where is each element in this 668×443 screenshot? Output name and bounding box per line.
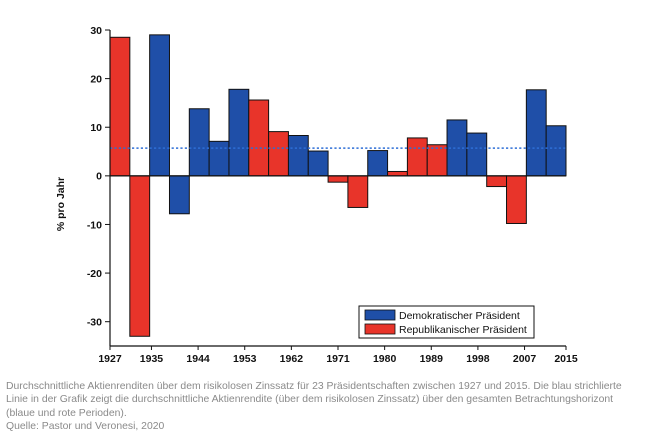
bar-23 bbox=[545, 125, 567, 177]
bar-5 bbox=[188, 108, 210, 177]
bar-4 bbox=[168, 175, 190, 215]
caption-line-3: (blaue und rote Perioden). bbox=[6, 407, 127, 419]
bar-17 bbox=[426, 144, 448, 177]
bar-11 bbox=[307, 150, 329, 177]
bar-15 bbox=[387, 170, 408, 177]
bar-6 bbox=[208, 140, 230, 177]
legend-label-rep: Republikanischer Präsident bbox=[399, 324, 527, 336]
x-tick-label: 1962 bbox=[280, 353, 304, 365]
bar-19 bbox=[466, 132, 488, 177]
x-tick-label: 1989 bbox=[420, 353, 444, 365]
y-tick-label: 30 bbox=[90, 25, 102, 37]
bar-2 bbox=[129, 175, 151, 337]
x-tick-label: 1927 bbox=[98, 353, 122, 365]
y-tick-label: -20 bbox=[87, 268, 102, 280]
x-tick-label: 1935 bbox=[140, 353, 164, 365]
y-tick-label: 0 bbox=[96, 171, 102, 183]
bar-7 bbox=[228, 88, 250, 177]
caption-source: Quelle: Pastor und Veronesi, 2020 bbox=[6, 420, 165, 432]
x-tick-label: 1971 bbox=[326, 353, 350, 365]
bar-8 bbox=[248, 99, 270, 177]
bar-chart: 30 20 10 0 -10 -20 -30 1927 1935 1944 1953 1962 1971… bbox=[55, 25, 578, 365]
y-tick-label: 20 bbox=[90, 73, 102, 85]
bar-12 bbox=[327, 175, 349, 183]
legend-label-dem: Demokratischer Präsident bbox=[399, 310, 520, 322]
bar-16 bbox=[406, 137, 428, 177]
y-tick-label: -30 bbox=[87, 316, 102, 328]
bar-20 bbox=[486, 175, 508, 188]
x-tick-label: 1944 bbox=[186, 353, 210, 365]
x-tick-label: 2015 bbox=[554, 353, 578, 365]
bar-9 bbox=[268, 131, 289, 177]
x-tick-label: 2007 bbox=[513, 353, 537, 365]
x-tick-label: 1980 bbox=[373, 353, 397, 365]
caption-line-1: Durchschnittliche Aktienrenditen über de… bbox=[6, 381, 622, 392]
bar-3 bbox=[149, 34, 170, 177]
y-tick-label: 10 bbox=[90, 122, 102, 134]
x-tick-label: 1953 bbox=[233, 353, 257, 365]
bars bbox=[109, 34, 567, 337]
y-tick-label: -10 bbox=[87, 219, 102, 231]
caption-line-2: Linie in der Grafik zeigt die durchschni… bbox=[6, 394, 614, 406]
y-axis-label: % pro Jahr bbox=[55, 177, 67, 231]
legend-swatch-rep bbox=[364, 323, 396, 335]
bar-13 bbox=[347, 175, 369, 208]
chart-caption: Durchschnittliche Aktienrenditen über de… bbox=[6, 380, 666, 433]
axes: 30 20 10 0 -10 -20 -30 1927 1935 1944 1953 1962 1971… bbox=[87, 25, 578, 365]
bar-22 bbox=[525, 89, 547, 177]
legend-swatch-dem bbox=[364, 309, 396, 321]
bar-1 bbox=[109, 36, 131, 177]
x-tick-label: 1998 bbox=[466, 353, 490, 365]
legend: Demokratischer Präsident Republikanischer… bbox=[358, 305, 535, 339]
bar-14 bbox=[367, 150, 389, 177]
bar-21 bbox=[506, 175, 527, 224]
bar-10 bbox=[287, 135, 309, 177]
